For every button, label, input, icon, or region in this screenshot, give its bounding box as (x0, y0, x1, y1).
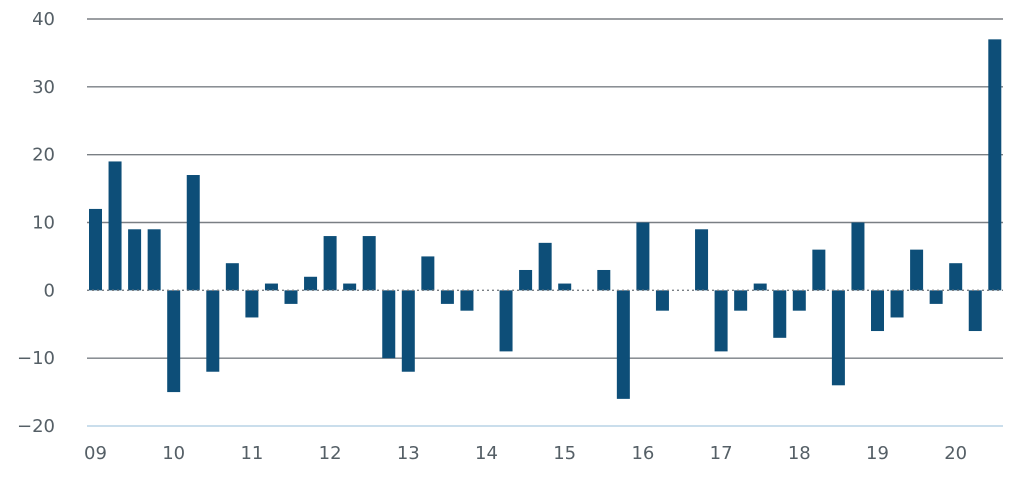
x-tick-label: 18 (788, 443, 811, 464)
x-tick-label: 13 (397, 443, 420, 464)
bar (910, 249, 924, 291)
x-tick-label: 19 (866, 443, 889, 464)
x-tick-label: 10 (162, 443, 185, 464)
bar (812, 249, 826, 291)
bar (636, 222, 650, 291)
bar (89, 208, 102, 291)
bar (343, 283, 357, 291)
bar (616, 290, 630, 399)
y-axis-tick-labels: −20 −10 0 10 20 30 40 (17, 9, 55, 437)
bar (831, 290, 845, 386)
bar (929, 290, 943, 304)
bar (695, 229, 709, 291)
bar (186, 175, 200, 291)
bar (421, 256, 435, 291)
bar (362, 236, 376, 291)
bars (89, 39, 1002, 399)
bar (382, 290, 396, 359)
bar (851, 222, 865, 291)
gridlines (87, 18, 1003, 427)
bar (284, 290, 298, 304)
x-tick-label: 17 (710, 443, 733, 464)
x-tick-label: 20 (944, 443, 967, 464)
bar (655, 290, 669, 311)
x-tick-label: 14 (475, 443, 498, 464)
bar (264, 283, 278, 291)
y-tick-label: 10 (32, 213, 55, 234)
bar (734, 290, 748, 311)
x-tick-label: 09 (84, 443, 107, 464)
bar (304, 276, 318, 291)
bar (968, 290, 982, 332)
bar (753, 283, 767, 291)
y-tick-label: 30 (32, 77, 55, 98)
bar (519, 269, 533, 291)
bar (499, 290, 513, 352)
y-tick-label: −20 (17, 416, 55, 437)
bar (401, 290, 415, 372)
bar (245, 290, 259, 318)
bar (440, 290, 454, 304)
y-tick-label: 20 (32, 145, 55, 166)
bar (460, 290, 474, 311)
bar (147, 229, 161, 291)
bar (871, 290, 884, 332)
y-tick-label: 0 (44, 280, 55, 301)
bar (128, 229, 142, 291)
bar (225, 263, 239, 291)
bar (538, 242, 552, 291)
bar (792, 290, 806, 311)
bar (558, 283, 572, 291)
bar (890, 290, 904, 318)
y-tick-label: −10 (17, 348, 55, 369)
bar (167, 290, 181, 393)
bar (988, 39, 1002, 291)
x-tick-label: 15 (553, 443, 576, 464)
x-tick-label: 12 (319, 443, 342, 464)
bar (714, 290, 728, 352)
bar (206, 290, 220, 372)
x-tick-label: 16 (631, 443, 654, 464)
bar (597, 269, 611, 291)
x-tick-label: 11 (240, 443, 263, 464)
x-axis-tick-labels: 09 10 11 12 13 14 15 16 17 18 19 20 (84, 443, 967, 464)
bar (949, 263, 963, 291)
bar (773, 290, 787, 338)
bar (108, 161, 122, 291)
bar (323, 236, 337, 291)
y-tick-label: 40 (32, 9, 55, 30)
